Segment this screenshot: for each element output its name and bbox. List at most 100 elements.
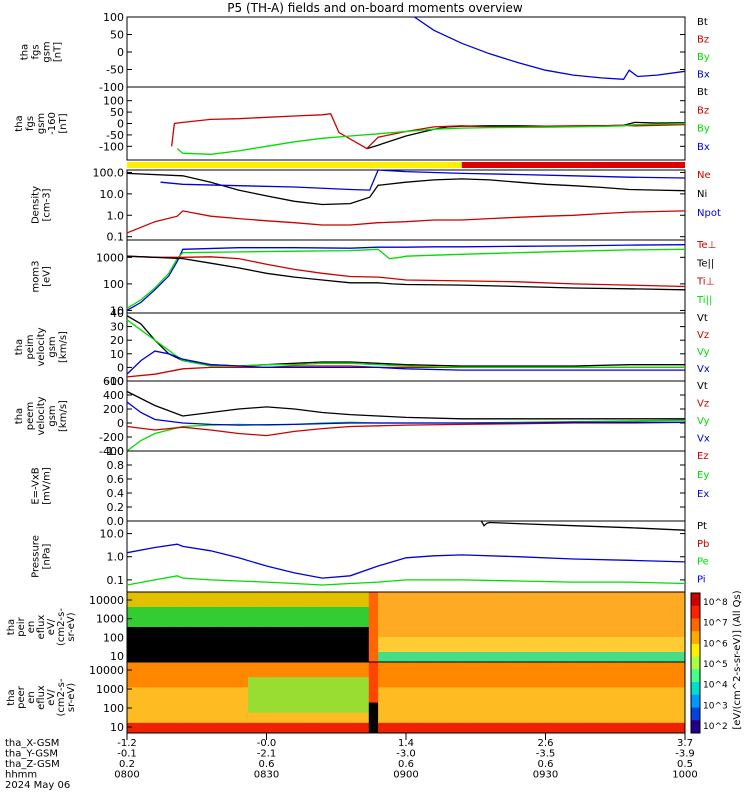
peir-cell xyxy=(127,627,137,633)
peer-cell xyxy=(638,677,649,683)
density-legend-Npot: Npot xyxy=(697,208,721,219)
peer-cell xyxy=(136,722,146,729)
peer-cell xyxy=(303,727,314,734)
peer-cell xyxy=(461,727,472,734)
peir-cell xyxy=(387,607,398,613)
peir-cell xyxy=(136,642,146,648)
peer-cell xyxy=(173,697,184,703)
peir-cell xyxy=(610,632,621,638)
peer-cell xyxy=(517,692,528,698)
peer-cell xyxy=(164,717,174,724)
peer-ylabel-line: sr-eV) xyxy=(66,683,77,712)
peir-cell xyxy=(471,612,481,618)
peer-cell xyxy=(657,717,667,724)
peer-cell xyxy=(145,687,156,693)
peer-cell xyxy=(517,667,528,673)
peir-cell xyxy=(629,647,639,653)
peir-cell xyxy=(238,617,249,623)
peer-cell xyxy=(350,667,360,673)
peer-cell xyxy=(313,687,323,693)
peer-cell xyxy=(210,697,221,703)
peer-cell xyxy=(433,707,444,714)
peer-cell xyxy=(629,672,639,678)
peer-cell xyxy=(508,667,518,673)
peir-cell xyxy=(610,617,621,623)
peer-cell xyxy=(368,692,379,698)
peir-cell xyxy=(443,592,453,598)
peer-cell xyxy=(619,677,630,683)
peir-cell xyxy=(294,627,305,633)
peir-cell xyxy=(303,597,314,603)
peir-cell xyxy=(340,602,351,608)
fgs_zoom-legend-By: By xyxy=(697,124,710,135)
peir-cell xyxy=(145,642,156,648)
peer-cell xyxy=(154,717,165,724)
peer-cell xyxy=(173,662,184,668)
peer-cell xyxy=(592,712,602,719)
peir-cell xyxy=(164,612,174,618)
peir-cell xyxy=(322,612,332,618)
peer-cell xyxy=(629,687,639,693)
peir-cell xyxy=(210,602,221,608)
peir-cell xyxy=(210,657,221,663)
peer-cell xyxy=(192,702,202,709)
peir-cell xyxy=(210,617,221,623)
peer-cell xyxy=(415,687,425,693)
peir-cell xyxy=(601,657,611,663)
density-series-Ne xyxy=(126,172,686,206)
peer-cell xyxy=(201,682,212,688)
peir-cell xyxy=(424,607,435,613)
peer-cell xyxy=(313,722,323,729)
peer-cell xyxy=(619,727,630,734)
peir-cell xyxy=(368,612,379,618)
peer-cell xyxy=(629,692,639,698)
peir-cell xyxy=(322,617,332,623)
peer-cell xyxy=(331,712,342,719)
peir-cell xyxy=(359,622,370,628)
peir-cell xyxy=(443,637,453,643)
peer-cell xyxy=(331,702,342,709)
peir-cell xyxy=(601,647,611,653)
peer-cell xyxy=(247,702,258,709)
peer-cell xyxy=(275,717,286,724)
peir-cell xyxy=(499,647,509,653)
peir-cell xyxy=(257,652,267,658)
peer-cell xyxy=(359,672,370,678)
peir-cell xyxy=(471,647,481,653)
peir-cell xyxy=(638,627,649,633)
peer-cell xyxy=(313,667,323,673)
peir-cell xyxy=(452,627,463,633)
peer-cell xyxy=(285,712,295,719)
peir-cell xyxy=(499,617,509,623)
peer-cell xyxy=(127,687,137,693)
peir-cell xyxy=(136,597,146,603)
peir-cell xyxy=(173,592,184,598)
peir-cell xyxy=(340,652,351,658)
peir-cell xyxy=(359,607,370,613)
peir-cell xyxy=(592,637,602,643)
peir-cell xyxy=(601,617,611,623)
peir-cell xyxy=(145,617,156,623)
peer-cell xyxy=(647,712,658,719)
peir-cell xyxy=(536,607,546,613)
peir-cell xyxy=(378,612,388,618)
peer-cell xyxy=(433,717,444,724)
efield-legend-Ez: Ez xyxy=(697,451,709,462)
fgs_total-ylabel-line: [nT] xyxy=(53,42,64,62)
moments_temp-legend-Te⊥: Te⊥ xyxy=(696,240,716,251)
peir-cell xyxy=(536,657,546,663)
peer-cell xyxy=(359,712,370,719)
peir-cell xyxy=(554,632,565,638)
peer-cell xyxy=(350,672,360,678)
peer-cell xyxy=(443,702,453,709)
peer-cell xyxy=(424,702,435,709)
x-tick-label-tha_Z-GSM: 0.6 xyxy=(259,759,275,770)
peer-cell xyxy=(489,697,500,703)
peir-cell xyxy=(127,617,137,623)
peer-cell xyxy=(285,717,295,724)
peir-cell xyxy=(452,617,463,623)
peer-cell xyxy=(461,687,472,693)
peer-cell xyxy=(164,667,174,673)
peir-cell xyxy=(313,637,323,643)
peer-cell xyxy=(145,692,156,698)
